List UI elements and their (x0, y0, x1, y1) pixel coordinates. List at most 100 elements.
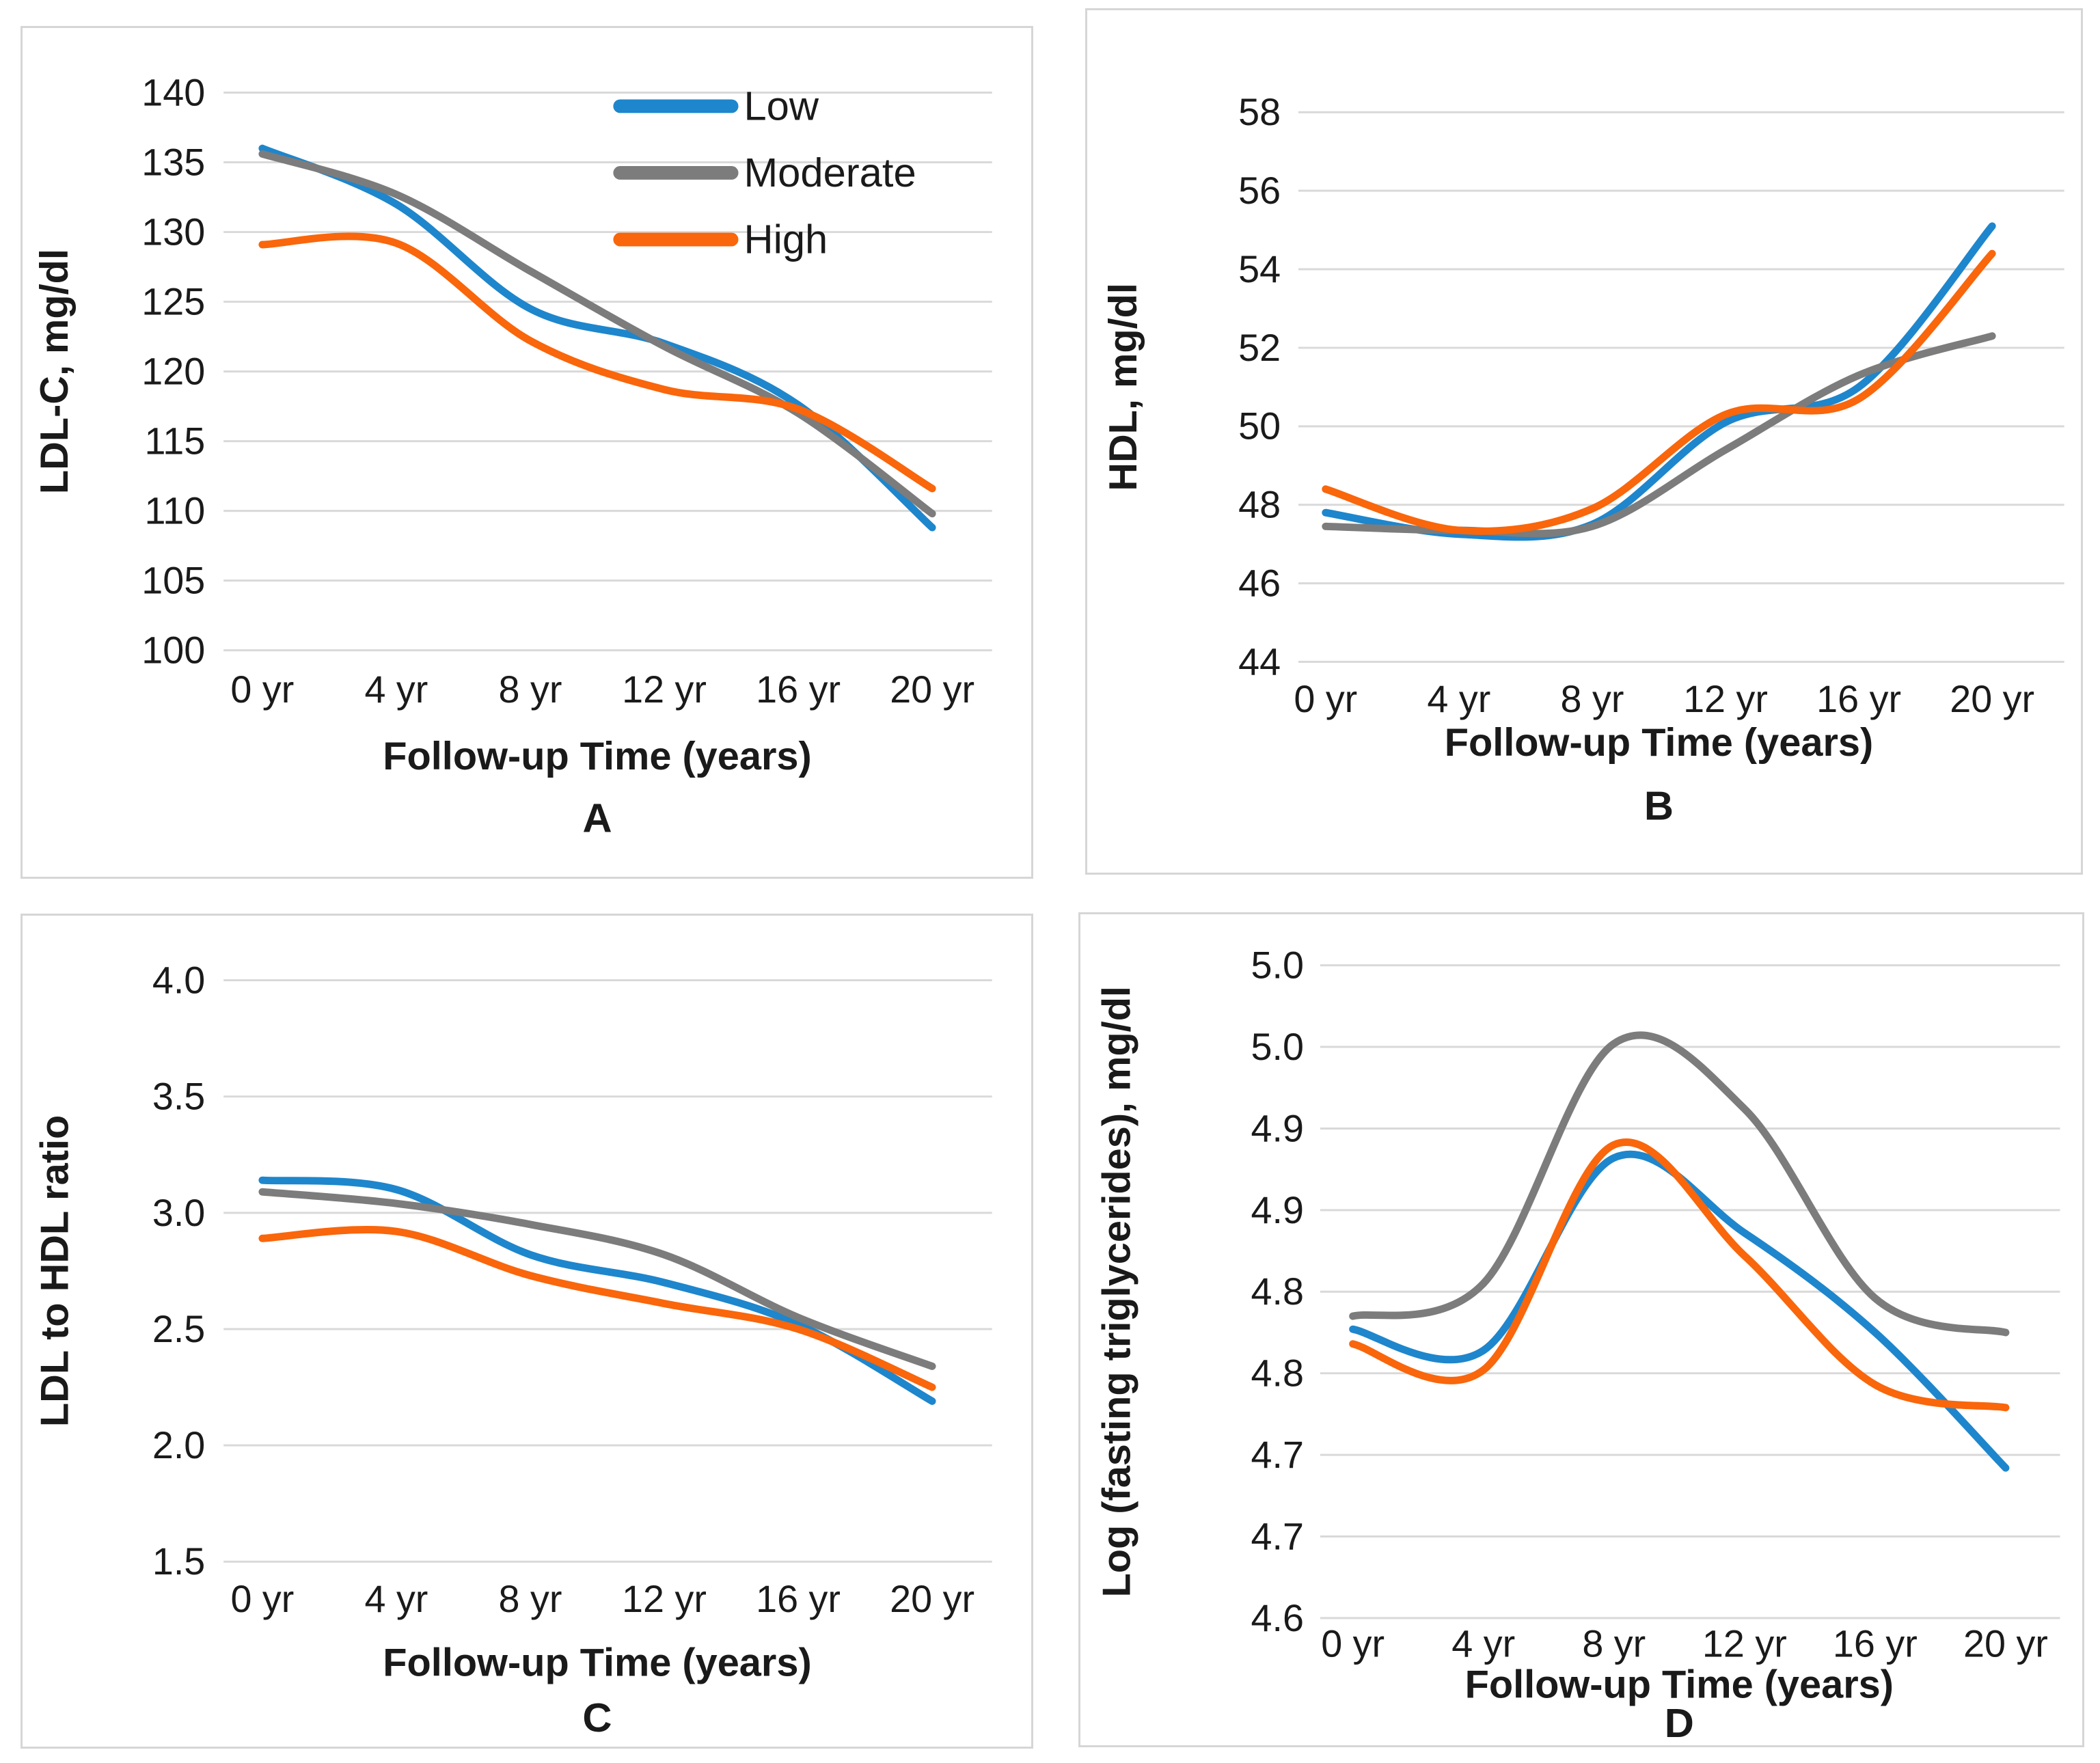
y-axis-title-B: HDL, mg/dl (1102, 283, 1145, 491)
series-line-moderate (1349, 1031, 2010, 1337)
legend: Low Moderate High (613, 83, 916, 262)
y-tick-label: 4.6 (1251, 1597, 1304, 1639)
x-tick-label: 8 yr (499, 1578, 562, 1620)
x-tick-label: 4 yr (364, 1578, 428, 1620)
y-tick-label: 4.8 (1251, 1352, 1304, 1395)
x-tick-label: 4 yr (1451, 1623, 1515, 1665)
x-tick-label: 8 yr (499, 668, 562, 711)
y-tick-label: 4.8 (1251, 1270, 1304, 1313)
series-line-low (1349, 1150, 2010, 1472)
x-axis-tick-labels-B: 0 yr 4 yr 8 yr 12 yr 16 yr 20 yr (1294, 678, 2034, 720)
y-tick-label: 5.0 (1251, 1026, 1304, 1068)
y-axis-tick-labels-B: 58 56 54 52 50 48 46 44 (1238, 91, 1281, 683)
panel-c-ldl-hdl-ratio-chart: 4.0 3.5 3.0 2.5 2.0 1.5 0 yr 4 yr 8 yr 12 yr 16 yr… (21, 914, 1033, 1749)
y-tick-label: 3.0 (152, 1192, 205, 1234)
panel-a-ldl-c-chart: 140 135 130 125 120 115 110 105 100 0 yr 4 yr 8 yr 1… (21, 26, 1033, 879)
panel-letter-B: B (1644, 782, 1674, 828)
y-tick-label: 58 (1238, 91, 1281, 133)
x-tick-label: 12 yr (622, 1578, 707, 1620)
x-tick-label: 16 yr (1833, 1623, 1918, 1665)
panel-b-hdl-chart: 58 56 54 52 50 48 46 44 0 yr 4 yr 8 yr 12 yr 16 yr 20… (1085, 8, 2083, 875)
y-tick-label: 125 (141, 280, 205, 323)
series-line-high (1349, 1138, 2010, 1412)
x-tick-label: 8 yr (1582, 1623, 1646, 1665)
y-tick-label: 2.0 (152, 1424, 205, 1466)
y-tick-label: 100 (141, 629, 205, 672)
legend-label-moderate: Moderate (744, 150, 916, 195)
x-tick-label: 4 yr (1427, 678, 1490, 720)
chart-b-svg: 58 56 54 52 50 48 46 44 0 yr 4 yr 8 yr 12 yr 16 yr 20… (1102, 91, 2064, 828)
x-tick-label: 0 yr (1294, 678, 1357, 720)
chart-d-svg: 5.0 5.0 4.9 4.9 4.8 4.8 4.7 4.7 4.6 0 yr 4 yr 8 yr 1… (1095, 944, 2060, 1745)
series-line-low (258, 144, 936, 532)
y-tick-label: 44 (1238, 640, 1281, 683)
x-axis-title-B: Follow-up Time (years) (1445, 721, 1874, 765)
y-tick-label: 52 (1238, 327, 1281, 369)
panel-letter-A: A (582, 795, 612, 840)
gridlines-C (223, 979, 992, 1563)
x-tick-label: 16 yr (756, 1578, 841, 1620)
y-tick-label: 2.5 (152, 1308, 205, 1350)
y-tick-label: 105 (141, 560, 205, 602)
x-axis-tick-labels-A: 0 yr 4 yr 8 yr 12 yr 16 yr 20 yr (230, 668, 974, 711)
y-axis-title-C: LDL to HDL ratio (33, 1115, 77, 1427)
legend-label-low: Low (744, 83, 819, 128)
panel-letter-C: C (582, 1695, 612, 1740)
y-tick-label: 140 (141, 71, 205, 113)
y-tick-label: 120 (141, 350, 205, 392)
y-tick-label: 1.5 (152, 1540, 205, 1583)
x-axis-title-A: Follow-up Time (years) (383, 735, 812, 778)
x-tick-label: 20 yr (890, 1578, 974, 1620)
y-tick-label: 115 (144, 420, 205, 462)
x-tick-label: 20 yr (1963, 1623, 2048, 1665)
y-tick-label: 4.9 (1251, 1107, 1304, 1149)
y-tick-label: 4.0 (152, 959, 205, 1001)
x-tick-label: 20 yr (1950, 678, 2034, 720)
y-tick-label: 4.9 (1251, 1189, 1304, 1231)
x-tick-label: 0 yr (230, 668, 294, 711)
y-tick-label: 3.5 (152, 1076, 205, 1118)
chart-c-svg: 4.0 3.5 3.0 2.5 2.0 1.5 0 yr 4 yr 8 yr 12 yr 16 yr… (33, 959, 992, 1740)
x-tick-label: 0 yr (230, 1578, 294, 1620)
x-tick-label: 20 yr (890, 668, 974, 711)
y-tick-label: 130 (141, 210, 205, 253)
y-tick-label: 54 (1238, 248, 1281, 290)
y-axis-tick-labels-D: 5.0 5.0 4.9 4.9 4.8 4.8 4.7 4.7 4.6 (1251, 944, 1304, 1639)
y-tick-label: 46 (1238, 562, 1281, 604)
series-line-high (258, 232, 936, 493)
y-tick-label: 56 (1238, 169, 1281, 212)
y-axis-title-A: LDL-C, mg/dl (33, 249, 77, 494)
y-axis-title-D: Log (fasting triglycerides), mg/dl (1095, 986, 1138, 1597)
series-line-moderate (258, 1188, 936, 1370)
series-lines-A (258, 144, 936, 532)
series-lines-D (1349, 1031, 2010, 1472)
x-axis-title-C: Follow-up Time (years) (383, 1641, 811, 1685)
panel-d-log-triglycerides-chart: 5.0 5.0 4.9 4.9 4.8 4.8 4.7 4.7 4.6 0 yr 4 yr 8 yr 1… (1078, 912, 2084, 1747)
x-tick-label: 12 yr (1702, 1623, 1787, 1665)
y-tick-label: 48 (1238, 484, 1281, 526)
x-axis-title-D: Follow-up Time (years) (1465, 1663, 1894, 1706)
y-tick-label: 4.7 (1251, 1434, 1304, 1476)
y-tick-label: 5.0 (1251, 944, 1304, 987)
x-axis-tick-labels-D: 0 yr 4 yr 8 yr 12 yr 16 yr 20 yr (1321, 1623, 2048, 1665)
chart-a-svg: 140 135 130 125 120 115 110 105 100 0 yr 4 yr 8 yr 1… (33, 71, 992, 840)
x-tick-label: 16 yr (1816, 678, 1901, 720)
x-tick-label: 12 yr (622, 668, 707, 711)
series-line-high (1322, 249, 1996, 535)
panel-letter-D: D (1665, 1700, 1694, 1745)
y-tick-label: 110 (144, 489, 205, 532)
y-axis-tick-labels-A: 140 135 130 125 120 115 110 105 100 (141, 71, 205, 671)
x-tick-label: 16 yr (756, 668, 841, 711)
legend-label-high: High (744, 216, 828, 262)
series-lines-C (258, 1176, 936, 1405)
x-tick-label: 0 yr (1321, 1623, 1385, 1665)
y-tick-label: 4.7 (1251, 1515, 1304, 1557)
x-tick-label: 12 yr (1683, 678, 1768, 720)
series-line-high (258, 1226, 936, 1391)
x-tick-label: 8 yr (1560, 678, 1624, 720)
gridlines-B (1298, 111, 2064, 663)
x-tick-label: 4 yr (364, 668, 428, 711)
series-line-moderate (258, 150, 936, 518)
gridlines-D (1320, 964, 2060, 1620)
